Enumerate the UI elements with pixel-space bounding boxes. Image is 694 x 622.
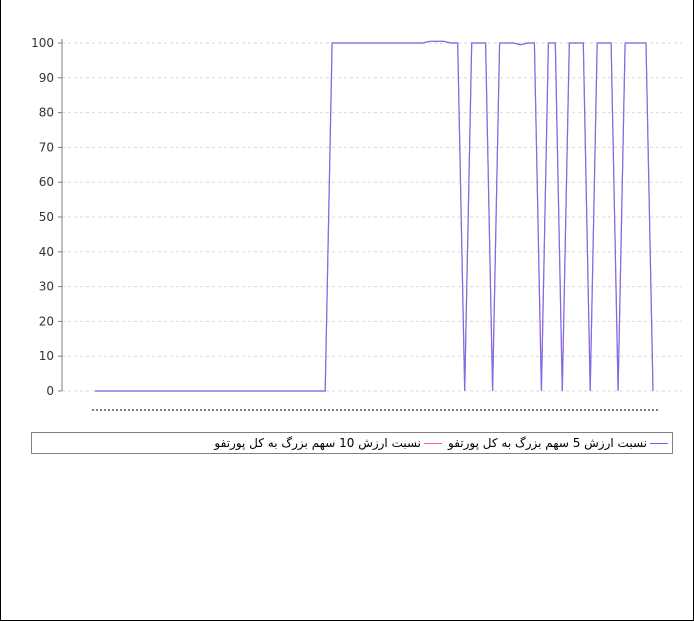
y-axis: 0 10 20 30 40 50 60 70 80 90 100 <box>31 36 63 398</box>
legend-label: نسبت ارزش 10 سهم بزرگ به کل پورتفو <box>214 436 422 450</box>
legend-swatch <box>424 442 443 444</box>
y-tick-label: 0 <box>46 384 54 398</box>
y-tick-label: 50 <box>39 210 54 224</box>
legend-swatch <box>650 442 668 444</box>
legend-label: نسبت ارزش 5 سهم بزرگ به کل پورتفو <box>448 436 647 450</box>
y-tick-label: 80 <box>39 106 54 120</box>
y-tick-label: 30 <box>39 280 54 294</box>
series-lines <box>95 40 654 392</box>
y-tick-label: 60 <box>39 175 54 189</box>
legend-item-series-2: نسبت ارزش 10 سهم بزرگ به کل پورتفو <box>214 436 443 450</box>
y-tick-label: 100 <box>31 36 54 50</box>
legend-item-series-1: نسبت ارزش 5 سهم بزرگ به کل پورتفو <box>448 436 668 450</box>
series-line-1 <box>95 40 654 392</box>
y-tick-label: 70 <box>39 140 54 154</box>
legend: نسبت ارزش 5 سهم بزرگ به کل پورتفو نسبت ا… <box>31 432 673 454</box>
y-tick-label: 90 <box>39 71 54 85</box>
y-tick-label: 20 <box>39 314 54 328</box>
series-line-2 <box>95 40 654 392</box>
y-tick-label: 10 <box>39 349 54 363</box>
y-tick-label: 40 <box>39 245 54 259</box>
